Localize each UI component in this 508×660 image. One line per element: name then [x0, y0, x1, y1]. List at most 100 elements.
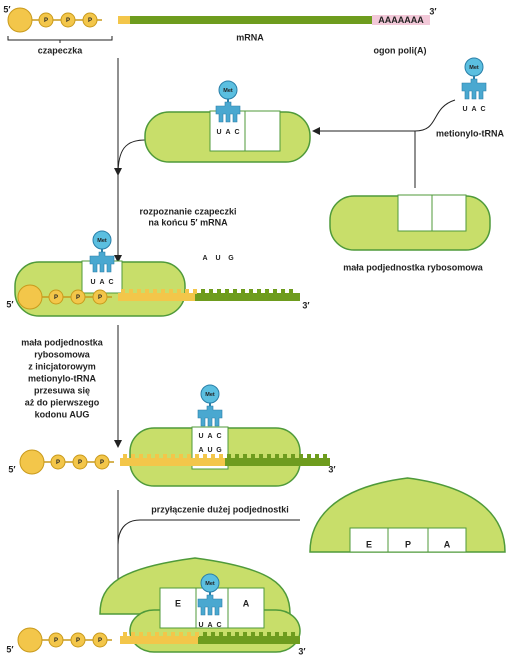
poly-a: AAAAAAA [378, 15, 424, 25]
mrna-base [185, 289, 189, 294]
anticodon: C [108, 279, 113, 286]
five-prime: 5′ [3, 4, 10, 14]
mrna-base [179, 454, 183, 459]
phosphate-label: P [88, 18, 92, 24]
mrna-base [289, 289, 293, 294]
mrna-base [267, 632, 271, 637]
mrna-base [249, 289, 253, 294]
bracket [8, 36, 112, 43]
phosphate-label: P [76, 638, 80, 644]
mrna-base [155, 454, 159, 459]
anticodon: U [216, 129, 221, 136]
step-text: rozpoznanie czapeczki [139, 206, 236, 216]
mrna-base [153, 289, 157, 294]
codon: A [202, 255, 207, 262]
step-text: z inicjatorowym [28, 361, 96, 371]
mrna-label: mRNA [236, 32, 264, 42]
anticodon: U [198, 433, 203, 440]
mrna-base [323, 454, 327, 459]
codon: G [216, 447, 222, 454]
site-label: A [444, 539, 451, 549]
codon: A [198, 447, 203, 454]
amino-acid-label: Met [97, 238, 107, 244]
mrna-base [193, 289, 197, 294]
mrna-base [145, 289, 149, 294]
step-text: aż do pierwszego [25, 397, 100, 407]
amino-acid-label: Met [469, 65, 479, 71]
amino-acid-label: Met [205, 581, 215, 587]
mrna-base [163, 454, 167, 459]
arrow [313, 131, 415, 188]
mrna-base [201, 289, 205, 294]
mrna-base [281, 289, 285, 294]
cap [20, 450, 44, 474]
mrna-base [243, 632, 247, 637]
phosphate-label: P [54, 295, 58, 301]
mrna-base [177, 289, 181, 294]
mrna-base [267, 454, 271, 459]
anticodon: U [198, 622, 203, 629]
mrna-base [147, 454, 151, 459]
mrna-base [195, 454, 199, 459]
trna [90, 252, 114, 272]
mrna-base [257, 289, 261, 294]
site-label: E [175, 598, 181, 608]
mrna-base [259, 632, 263, 637]
mrna-base [299, 454, 303, 459]
mrna-coding [195, 293, 300, 301]
mrna-base [265, 289, 269, 294]
three-prime: 3′ [302, 300, 309, 310]
site-label: A [243, 598, 250, 608]
mrna-base [275, 632, 279, 637]
arrow [118, 140, 145, 175]
mrna-base [139, 454, 143, 459]
mrna-base [283, 632, 287, 637]
mrna-base [147, 632, 151, 637]
mrna-coding [130, 16, 372, 24]
phosphate-label: P [98, 295, 102, 301]
mrna-coding [225, 458, 330, 466]
mrna-base [123, 454, 127, 459]
mrna-base [251, 632, 255, 637]
mrna-base [225, 289, 229, 294]
site-label: E [366, 539, 372, 549]
step-text: przesuwa się [34, 385, 90, 395]
trna [462, 79, 486, 99]
phosphate-label: P [76, 295, 80, 301]
mrna-base [155, 632, 159, 637]
trna [198, 406, 222, 426]
mrna-base [241, 289, 245, 294]
cap-label: czapeczka [38, 45, 84, 55]
mrna-base [211, 632, 215, 637]
amino-acid-label: Met [205, 392, 215, 398]
cap [18, 285, 42, 309]
site-slot [398, 195, 432, 231]
anticodon: C [216, 622, 221, 629]
phosphate-label: P [44, 18, 48, 24]
mrna-base [235, 632, 239, 637]
mrna-base [171, 454, 175, 459]
mrna-base [121, 289, 125, 294]
trna [216, 102, 240, 122]
mrna-base [131, 454, 135, 459]
phosphate-label: P [54, 638, 58, 644]
mrna-base [233, 289, 237, 294]
three-prime: 3′ [429, 6, 436, 16]
amino-acid-label: Met [223, 88, 233, 94]
anticodon: A [99, 279, 104, 286]
mrna-base [171, 632, 175, 637]
mrna-base [123, 632, 127, 637]
anticodon: A [471, 106, 476, 113]
mrna-base [307, 454, 311, 459]
mrna-base [131, 632, 135, 637]
site-slot [432, 195, 466, 231]
five-prime: 5′ [6, 299, 13, 309]
step-text: kodonu AUG [35, 409, 90, 419]
anticodon: U [462, 106, 467, 113]
three-prime: 3′ [328, 464, 335, 474]
anticodon: U [90, 279, 95, 286]
anticodon: C [480, 106, 485, 113]
mrna-base [259, 454, 263, 459]
mrna-leader [120, 458, 225, 466]
connector [118, 520, 300, 545]
